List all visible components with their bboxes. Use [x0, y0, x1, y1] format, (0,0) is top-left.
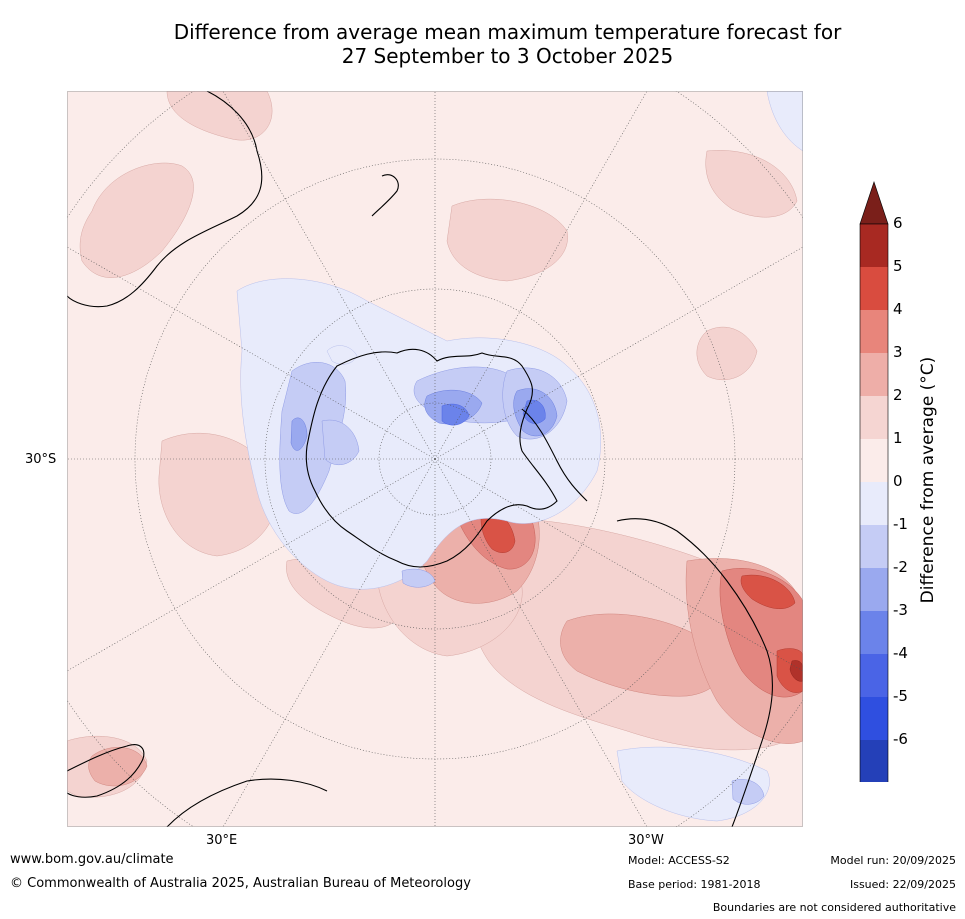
footer-issued: Issued: 22/09/2025: [849, 878, 956, 891]
colorbar-segment: [860, 740, 888, 782]
colorbar-segment: [860, 353, 888, 396]
footer-model-run: Model run: 20/09/2025: [830, 854, 956, 867]
colorbar-tick-label: 4: [893, 300, 903, 318]
temperature-anomaly-map: [67, 91, 803, 827]
colorbar-tick-label: -5: [893, 687, 908, 705]
antarctica-coastline: [305, 348, 558, 568]
latitude-label-30s: 30°S: [25, 452, 57, 467]
colorbar-segment: [860, 439, 888, 482]
colorbar-segment: [860, 654, 888, 697]
south-america-coastline: [616, 518, 773, 827]
colorbar-tick-label: -1: [893, 515, 908, 533]
colorbar-tick-label: -3: [893, 601, 908, 619]
colorbar-segment: [860, 697, 888, 740]
colorbar-tick-label: 6: [893, 214, 903, 232]
colorbar-segment: [860, 310, 888, 353]
colorbar-segment: [860, 224, 888, 267]
africa-coastline: [67, 91, 263, 308]
colorbar-segment: [860, 525, 888, 568]
colorbar-segment: [860, 482, 888, 525]
colorbar-tick-label: -6: [893, 730, 908, 748]
footer-website[interactable]: www.bom.gov.au/climate: [10, 852, 174, 867]
colorbar-tick-label: 0: [893, 472, 903, 490]
title-line-2: 27 September to 3 October 2025: [341, 44, 674, 68]
australia-coastline: [67, 744, 145, 798]
antarctic-peninsula: [521, 408, 588, 502]
colorbar-segment: [860, 568, 888, 611]
colorbar-title: Difference from average (°C): [918, 356, 938, 604]
colorbar-tick-label: 3: [893, 343, 903, 361]
colorbar-segment: [860, 611, 888, 654]
colorbar-tick-label: 5: [893, 257, 903, 275]
colorbar-tick-label: 1: [893, 429, 903, 447]
longitude-label-30e: 30°E: [206, 833, 238, 848]
anomaly-4-to-5-regions: [789, 660, 803, 682]
colorbar-segment: [860, 396, 888, 439]
colorbar-segment: [860, 267, 888, 310]
map-title: Difference from average mean maximum tem…: [0, 20, 965, 68]
footer-model: Model: ACCESS-S2: [628, 854, 730, 867]
footer-copyright: © Commonwealth of Australia 2025, Austra…: [10, 876, 471, 891]
southern-africa-coastline: [166, 778, 328, 827]
colorbar-tick-label: -2: [893, 558, 908, 576]
anomaly-minus-1-to-0-regions: [236, 91, 803, 822]
new-zealand-coastline: [371, 174, 399, 217]
colorbar-extend-high: [859, 181, 889, 225]
footer-base-period: Base period: 1981-2018: [628, 878, 761, 891]
coastlines: [67, 91, 773, 827]
longitude-label-30w: 30°W: [628, 833, 664, 848]
footer-disclaimer: Boundaries are not considered authoritat…: [712, 901, 956, 914]
title-line-1: Difference from average mean maximum tem…: [173, 20, 842, 44]
colorbar-tick-label: -4: [893, 644, 908, 662]
graticule: [67, 91, 803, 827]
colorbar-tick-label: 2: [893, 386, 903, 404]
colorbar: [859, 181, 889, 782]
